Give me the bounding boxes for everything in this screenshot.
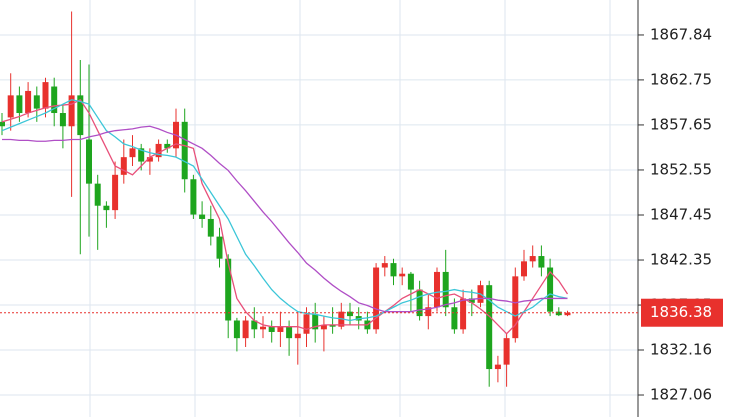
- candle-body: [164, 143, 171, 149]
- candle-body: [468, 298, 475, 303]
- candle-body: [207, 218, 214, 237]
- moving-average-line: [1, 99, 568, 322]
- candle-body: [442, 271, 449, 308]
- candle-body: [312, 314, 319, 330]
- candle-body: [460, 298, 467, 330]
- candle-body: [112, 174, 119, 211]
- candle-body: [521, 261, 527, 277]
- candle-body: [373, 267, 380, 330]
- current-price-label: 1836.38: [650, 303, 712, 321]
- candle-body: [199, 214, 206, 219]
- candle-body: [155, 143, 162, 158]
- candle-body: [303, 314, 310, 334]
- candle-body: [512, 276, 519, 339]
- candle-body: [399, 273, 406, 277]
- candle-body: [564, 312, 571, 316]
- y-tick-label: 1862.75: [650, 70, 712, 88]
- y-tick-label: 1847.45: [650, 205, 712, 223]
- candle-body: [538, 256, 545, 268]
- candle-body: [329, 324, 336, 327]
- candle-body: [381, 263, 388, 268]
- y-tick-label: 1827.06: [650, 386, 712, 404]
- candle-body: [251, 320, 258, 330]
- y-tick-label: 1852.55: [650, 160, 712, 178]
- candle-body: [94, 183, 101, 206]
- candle-body: [16, 95, 23, 114]
- candle-body: [77, 95, 84, 136]
- current-price-box: [641, 298, 723, 327]
- candle-body: [146, 157, 153, 162]
- candle-body: [286, 326, 293, 339]
- candle-body: [86, 139, 92, 184]
- candle-body: [51, 86, 58, 114]
- candle-body: [216, 236, 223, 259]
- candle-body: [129, 148, 136, 158]
- candle-body: [494, 364, 501, 370]
- candle-body: [434, 271, 440, 308]
- candle-body: [181, 121, 188, 180]
- candle-body: [407, 273, 414, 290]
- candle-body: [425, 307, 432, 317]
- y-tick-label: 1842.35: [650, 251, 712, 269]
- candle-body: [138, 148, 145, 162]
- y-tick-label: 1857.65: [650, 115, 712, 133]
- moving-average-line: [2, 125, 568, 313]
- candle-body: [25, 90, 32, 114]
- candle-body: [7, 95, 14, 118]
- candle-body: [451, 307, 458, 330]
- candle-body: [486, 285, 493, 370]
- candle-body: [68, 95, 75, 127]
- candle-body: [268, 326, 275, 332]
- candle-body: [190, 179, 197, 215]
- candle-body: [225, 258, 232, 321]
- candle-body: [42, 82, 49, 109]
- candle-body: [33, 95, 40, 109]
- candle-body: [347, 311, 353, 317]
- y-tick-label: 1867.84: [650, 25, 712, 43]
- moving-average-line: [1, 98, 569, 335]
- candle-body: [233, 320, 240, 339]
- candle-body: [320, 324, 327, 330]
- candle-body: [294, 333, 301, 339]
- candle-body: [103, 205, 110, 211]
- candle-body: [0, 121, 5, 127]
- candle-body: [416, 289, 423, 317]
- candle-body: [242, 320, 249, 339]
- candle-body: [529, 256, 536, 262]
- candle-body: [260, 326, 266, 330]
- candle-body: [390, 263, 397, 277]
- candle-body: [120, 157, 127, 175]
- candle-body: [547, 267, 554, 312]
- candle-body: [503, 338, 510, 365]
- y-tick-label: 1832.16: [650, 340, 712, 358]
- candle-body: [59, 113, 66, 127]
- candle-body: [277, 326, 284, 332]
- candle-body: [555, 311, 562, 316]
